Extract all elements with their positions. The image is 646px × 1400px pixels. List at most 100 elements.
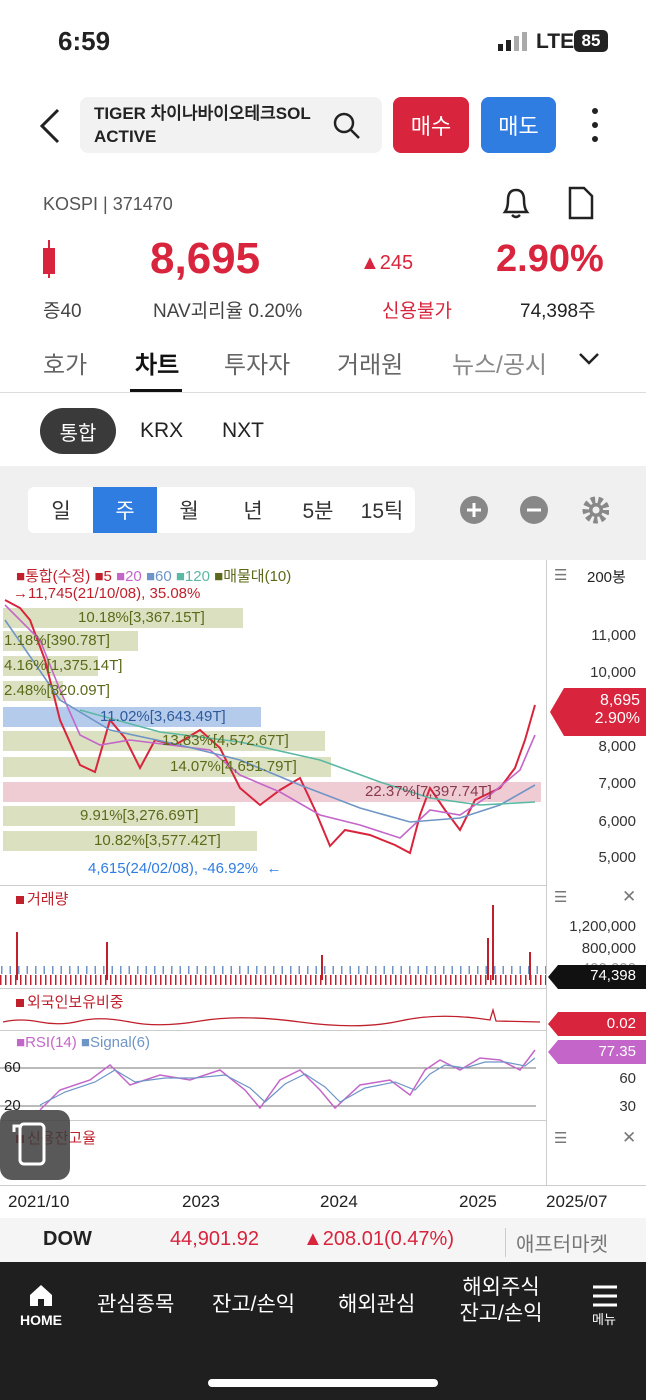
panel-close[interactable]: ✕ — [622, 1128, 637, 1147]
nav-item[interactable]: 해외관심 — [338, 1293, 416, 1316]
volume-marker: 74,398 — [590, 967, 636, 984]
panel-menu[interactable]: ☰ — [554, 889, 568, 906]
volume-profile-label: 10.18%[3,367.15T] — [78, 609, 205, 626]
exchange[interactable]: KRX — [140, 419, 184, 442]
nav-item[interactable]: 관심종목 — [97, 1293, 175, 1316]
volume-profile-bar — [3, 757, 331, 777]
alarm-icon[interactable] — [500, 186, 532, 220]
legend-item: ■5 — [94, 568, 112, 585]
nav-item[interactable]: 해외주식 잔고/손익 — [459, 1276, 543, 1326]
rotate-button[interactable] — [0, 1110, 70, 1180]
tab-active[interactable]: 차트 — [135, 352, 180, 379]
foreign-marker-bg — [548, 1012, 646, 1036]
volume-profile-label: 13.83%[4,572.67T] — [162, 732, 289, 749]
legend-label: 120 — [184, 568, 210, 585]
volume: 74,398주 — [520, 301, 596, 322]
panel-divider — [0, 1120, 546, 1121]
panel-menu[interactable]: ☰ — [554, 1130, 568, 1147]
legend-label: 60 — [155, 568, 172, 585]
exchange-active[interactable]: 통합 — [40, 408, 116, 454]
signal-label: ■Signal(6) — [80, 1034, 151, 1051]
volume-profile-label: 1.18%[390.78T] — [4, 632, 110, 649]
buy-button[interactable]: 매수 — [393, 97, 469, 153]
period-active[interactable]: 주 — [93, 487, 157, 533]
volume-profile-label: 14.07%[4,651.79T] — [170, 758, 297, 775]
network: LTE — [536, 30, 575, 53]
signal-text: Signal(6) — [89, 1034, 151, 1051]
nav-item[interactable]: HOME — [20, 1312, 62, 1328]
x-tick: 2023 — [182, 1192, 220, 1211]
document-icon[interactable] — [567, 186, 595, 220]
rsi-level-label: 60 — [4, 1059, 21, 1076]
exchange[interactable]: NXT — [222, 419, 264, 442]
period[interactable]: 월 — [179, 500, 199, 523]
period-selector — [28, 487, 415, 533]
ticker-session: 애프터마켓 — [505, 1228, 608, 1257]
volume-profile-label: 22.37%[7,397.74T] — [365, 783, 492, 800]
credit-status: 신용불가 — [382, 301, 452, 322]
ticker-change-value: 208.01(0.47%) — [322, 1228, 454, 1250]
tab-expand[interactable] — [578, 352, 600, 366]
tab[interactable]: 투자자 — [224, 352, 291, 379]
back-button[interactable] — [38, 108, 62, 144]
rsi-tick: 30 — [619, 1098, 636, 1115]
volume-profile-label: 11.02%[3,643.49T] — [100, 708, 226, 725]
change-value: 245 — [379, 252, 414, 274]
volume-profile-label: 2.48%[820.09T] — [4, 682, 110, 699]
ma-60 — [4, 619, 536, 823]
volume-profile-bar — [3, 707, 261, 727]
legend-item: ■통합(수정) — [16, 568, 91, 585]
volume-spikes — [16, 905, 531, 980]
price-tick: 11,000 — [591, 627, 636, 644]
signal-icon — [498, 32, 527, 51]
rsi-marker-bg — [548, 1040, 646, 1064]
period[interactable]: 일 — [51, 500, 71, 523]
ticker-bar[interactable] — [0, 1218, 646, 1262]
rotate-icon — [12, 1122, 46, 1166]
bars-count: 200봉 — [587, 569, 626, 586]
period[interactable]: 5분 — [302, 500, 334, 523]
zoom-in[interactable] — [460, 496, 488, 524]
nav-item[interactable]: 잔고/손익 — [212, 1293, 296, 1316]
low-note: 4,615(24/02/08), -46.92% ← — [88, 860, 281, 877]
ticker-name: DOW — [43, 1228, 92, 1250]
ticker-change: ▲208.01(0.47%) — [303, 1228, 454, 1250]
chart-drawing — [0, 599, 546, 1111]
price-change: ▲245 — [360, 252, 414, 274]
period[interactable]: 년 — [243, 500, 263, 523]
axis-menu[interactable]: ☰ — [554, 567, 568, 584]
legend-label: 통합(수정) — [25, 568, 91, 585]
legend-label: 5 — [103, 568, 112, 585]
more-button[interactable] — [588, 106, 602, 146]
volume-profile-bar — [3, 782, 541, 802]
legend-item: ■20 — [116, 568, 142, 585]
volume-tick: 800,000 — [581, 940, 636, 957]
ma-20 — [4, 604, 536, 839]
price-tick: 5,000 — [598, 849, 636, 866]
period[interactable]: 15틱 — [360, 500, 404, 523]
volume-profile-label: 4.16%[1,375.14T] — [4, 657, 123, 674]
code: 371470 — [112, 194, 173, 214]
chart-tools — [460, 496, 609, 524]
signal-line — [39, 1057, 536, 1106]
volume-profile-bar — [3, 831, 257, 851]
tab[interactable]: 거래원 — [337, 352, 404, 379]
margin-rate: 증40 — [43, 301, 82, 322]
nav-item[interactable]: 메뉴 — [592, 1312, 616, 1327]
sell-button[interactable]: 매도 — [481, 97, 556, 153]
search-box[interactable]: TIGER 차이나바이오테크SOL ACTIVE — [80, 97, 382, 153]
legend-item: ■120 — [175, 568, 210, 585]
home-icon[interactable] — [28, 1283, 54, 1307]
menu-icon[interactable] — [592, 1285, 618, 1307]
x-tick: 2021/10 — [8, 1192, 70, 1211]
settings[interactable] — [582, 496, 609, 524]
zoom-out[interactable] — [520, 496, 548, 524]
tab[interactable]: 호가 — [43, 352, 88, 379]
panel-close[interactable]: ✕ — [622, 887, 637, 906]
search-icon[interactable] — [332, 111, 362, 141]
legend-item: ■60 — [145, 568, 172, 585]
volume-profile-bar — [3, 806, 235, 826]
home-indicator — [208, 1379, 438, 1387]
change-percent: 2.90% — [496, 238, 604, 280]
tab[interactable]: 뉴스/공시 — [452, 352, 547, 379]
